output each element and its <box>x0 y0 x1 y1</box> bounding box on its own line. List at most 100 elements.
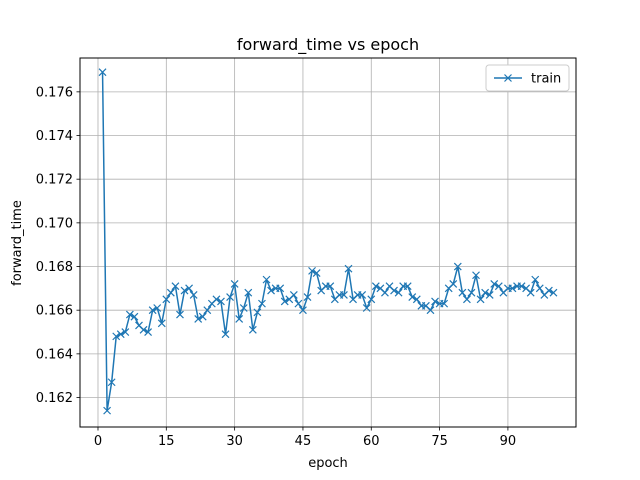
data-point <box>203 306 212 315</box>
data-point <box>326 282 335 291</box>
data-point <box>248 325 257 334</box>
data-point <box>162 295 171 304</box>
data-point <box>472 271 480 280</box>
x-tick-label: 45 <box>295 434 312 449</box>
data-point <box>358 290 367 299</box>
data-point <box>490 280 499 288</box>
data-point <box>189 290 198 299</box>
data-point <box>112 332 121 341</box>
y-tick-label: 0.166 <box>36 304 73 319</box>
legend-label-train: train <box>531 72 561 87</box>
data-point <box>458 288 467 297</box>
data-point <box>171 282 180 291</box>
data-point <box>476 295 485 304</box>
data-point <box>531 275 540 284</box>
series-layer <box>98 68 558 415</box>
plot-frame <box>79 57 577 428</box>
data-point <box>185 284 194 293</box>
data-point <box>526 288 535 297</box>
data-point <box>549 288 558 297</box>
data-point <box>485 290 494 299</box>
data-point <box>467 288 476 297</box>
data-point <box>226 293 234 302</box>
x-tick-label: 90 <box>500 434 517 449</box>
legend-box <box>485 64 570 92</box>
x-tick-label: 30 <box>226 434 243 449</box>
chart-title: forward_time vs epoch <box>237 35 419 55</box>
data-point <box>394 288 403 297</box>
y-tick-label: 0.162 <box>36 391 73 406</box>
y-tick-label: 0.172 <box>36 173 73 188</box>
data-point <box>535 284 544 293</box>
data-point <box>262 275 271 284</box>
x-tick-label: 60 <box>363 434 380 449</box>
data-point <box>312 269 321 277</box>
data-point <box>412 295 421 304</box>
data-point <box>258 299 266 308</box>
y-tick-label: 0.164 <box>36 347 73 362</box>
data-point <box>462 295 471 304</box>
data-point <box>239 304 248 312</box>
data-point <box>508 284 517 293</box>
data-point <box>289 290 298 299</box>
data-point <box>153 304 162 312</box>
legend-marker-train <box>504 74 512 82</box>
data-point <box>344 264 353 273</box>
data-point <box>299 306 307 315</box>
x-tick-label: 75 <box>431 434 448 449</box>
data-point <box>125 310 134 319</box>
data-point <box>198 312 207 321</box>
y-tick-label: 0.176 <box>36 85 73 100</box>
data-point <box>494 282 503 291</box>
data-point <box>362 304 371 312</box>
data-point <box>144 328 153 336</box>
data-point <box>176 310 184 319</box>
data-point <box>431 297 439 306</box>
data-point <box>148 306 157 315</box>
data-point <box>139 325 148 334</box>
x-axis-title: epoch <box>308 456 348 471</box>
data-point <box>408 293 417 302</box>
data-point <box>294 299 303 308</box>
data-point <box>221 330 230 339</box>
data-point <box>403 282 412 291</box>
data-point <box>267 286 275 295</box>
data-point <box>440 299 449 308</box>
data-point <box>517 282 526 291</box>
data-point <box>280 297 289 306</box>
data-point <box>157 319 166 328</box>
data-point <box>194 314 203 323</box>
data-point <box>130 312 139 321</box>
axis-ticks: 0 15 30 45 60 75 90 0.162 0.164 0.166 0.168 0.170 0.… <box>36 85 516 449</box>
data-point <box>449 280 458 288</box>
data-point <box>180 286 189 295</box>
data-point <box>244 288 253 297</box>
data-point <box>308 266 316 275</box>
data-point <box>103 406 112 415</box>
data-point <box>116 330 125 339</box>
data-point <box>107 378 116 387</box>
x-tick-label: 0 <box>94 434 102 449</box>
data-point <box>217 297 225 306</box>
data-point <box>303 293 312 302</box>
data-point <box>276 284 285 293</box>
data-point <box>481 288 490 297</box>
data-point <box>235 314 244 323</box>
y-tick-label: 0.168 <box>36 260 73 275</box>
data-point <box>544 286 553 295</box>
data-point <box>98 68 107 77</box>
y-axis-title: forward_time <box>10 200 25 286</box>
data-point <box>390 286 398 295</box>
data-point <box>212 295 221 304</box>
data-point <box>121 328 130 336</box>
data-point <box>253 308 262 317</box>
grid-lines <box>80 58 576 427</box>
series-line-train <box>101 72 554 412</box>
y-tick-label: 0.174 <box>36 129 73 144</box>
data-point <box>230 280 239 288</box>
x-tick-label: 15 <box>158 434 175 449</box>
data-point <box>371 282 380 291</box>
data-point <box>426 306 435 315</box>
data-point <box>367 295 376 304</box>
